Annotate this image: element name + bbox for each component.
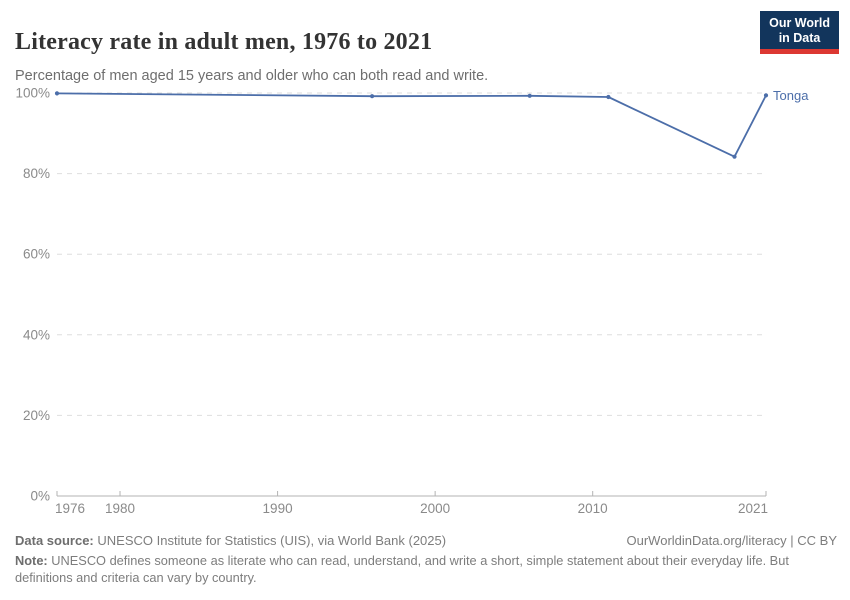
page-title: Literacy rate in adult men, 1976 to 2021 [15, 29, 433, 56]
series-line-tonga[interactable] [56, 92, 767, 158]
data-point[interactable] [370, 94, 375, 99]
data-point[interactable] [54, 91, 60, 96]
y-axis-tick-label: 0% [30, 489, 50, 504]
data-source: Data source: UNESCO Institute for Statis… [15, 533, 446, 548]
owid-logo[interactable]: Our World in Data [760, 11, 839, 54]
data-source-text: UNESCO Institute for Statistics (UIS), v… [97, 533, 447, 548]
x-axis-tick-label: 1990 [263, 501, 293, 516]
owid-logo-line2: in Data [778, 31, 821, 45]
license-link[interactable]: OurWorldinData.org/literacy | CC BY [626, 533, 837, 548]
x-axis-tick-label: 2021 [738, 501, 768, 516]
entity-label-tonga[interactable]: Tonga [773, 88, 809, 103]
y-axis-tick-label: 80% [23, 166, 50, 181]
data-point[interactable] [527, 93, 532, 98]
x-axis-tick-label: 1976 [55, 501, 85, 516]
chart-subtitle: Percentage of men aged 15 years and olde… [15, 67, 489, 84]
x-axis-tick-label: 1980 [105, 501, 135, 516]
x-axis-tick-label: 2010 [578, 501, 608, 516]
owid-logo-line1: Our World [769, 16, 830, 30]
footer-source-row: Data source: UNESCO Institute for Statis… [15, 533, 837, 548]
y-axis-tick-label: 100% [15, 86, 50, 101]
note-label: Note: [15, 553, 48, 568]
data-point[interactable] [763, 93, 769, 98]
note-text: UNESCO defines someone as literate who c… [15, 553, 789, 585]
data-point[interactable] [732, 154, 737, 159]
data-source-label: Data source: [15, 533, 94, 548]
y-axis-tick-label: 40% [23, 327, 50, 342]
x-axis-tick-label: 2000 [420, 501, 450, 516]
y-axis-tick-label: 20% [23, 408, 50, 423]
y-axis-tick-label: 60% [23, 247, 50, 262]
footer-note: Note: UNESCO defines someone as literate… [15, 553, 815, 586]
data-point[interactable] [606, 94, 611, 100]
